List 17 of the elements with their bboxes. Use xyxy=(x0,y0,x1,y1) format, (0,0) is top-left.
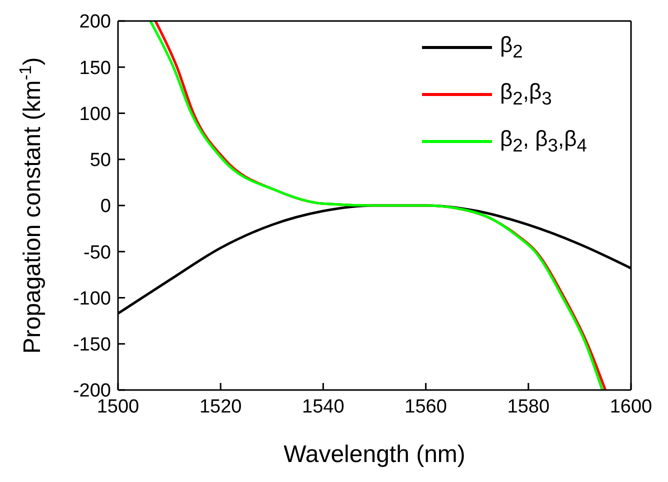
x-tick-label: 1520 xyxy=(199,396,242,418)
legend-label: β$_{2}$, β$_{3}$,β$_{4}$ xyxy=(500,126,587,157)
y-tick-label: 150 xyxy=(79,58,111,79)
x-tick-label: 1580 xyxy=(507,396,550,418)
y-tick-label: -150 xyxy=(72,334,111,356)
x-tick-label: 1600 xyxy=(610,396,652,418)
y-tick-label: -50 xyxy=(84,242,111,264)
x-tick-label: 1540 xyxy=(302,396,344,418)
x-tick-label: 1560 xyxy=(404,396,447,418)
y-tick-label: 50 xyxy=(90,150,111,172)
x-axis-title: Wavelength (nm) xyxy=(284,441,466,468)
y-tick-label: -100 xyxy=(72,288,111,310)
legend-label: β$_{2}$,β$_{3}$ xyxy=(500,79,552,110)
y-tick-label: 0 xyxy=(100,196,111,218)
y-tick-label: 200 xyxy=(79,12,111,33)
y-tick-label: 100 xyxy=(79,104,111,125)
legend-label: β$_{2}$ xyxy=(500,32,523,63)
